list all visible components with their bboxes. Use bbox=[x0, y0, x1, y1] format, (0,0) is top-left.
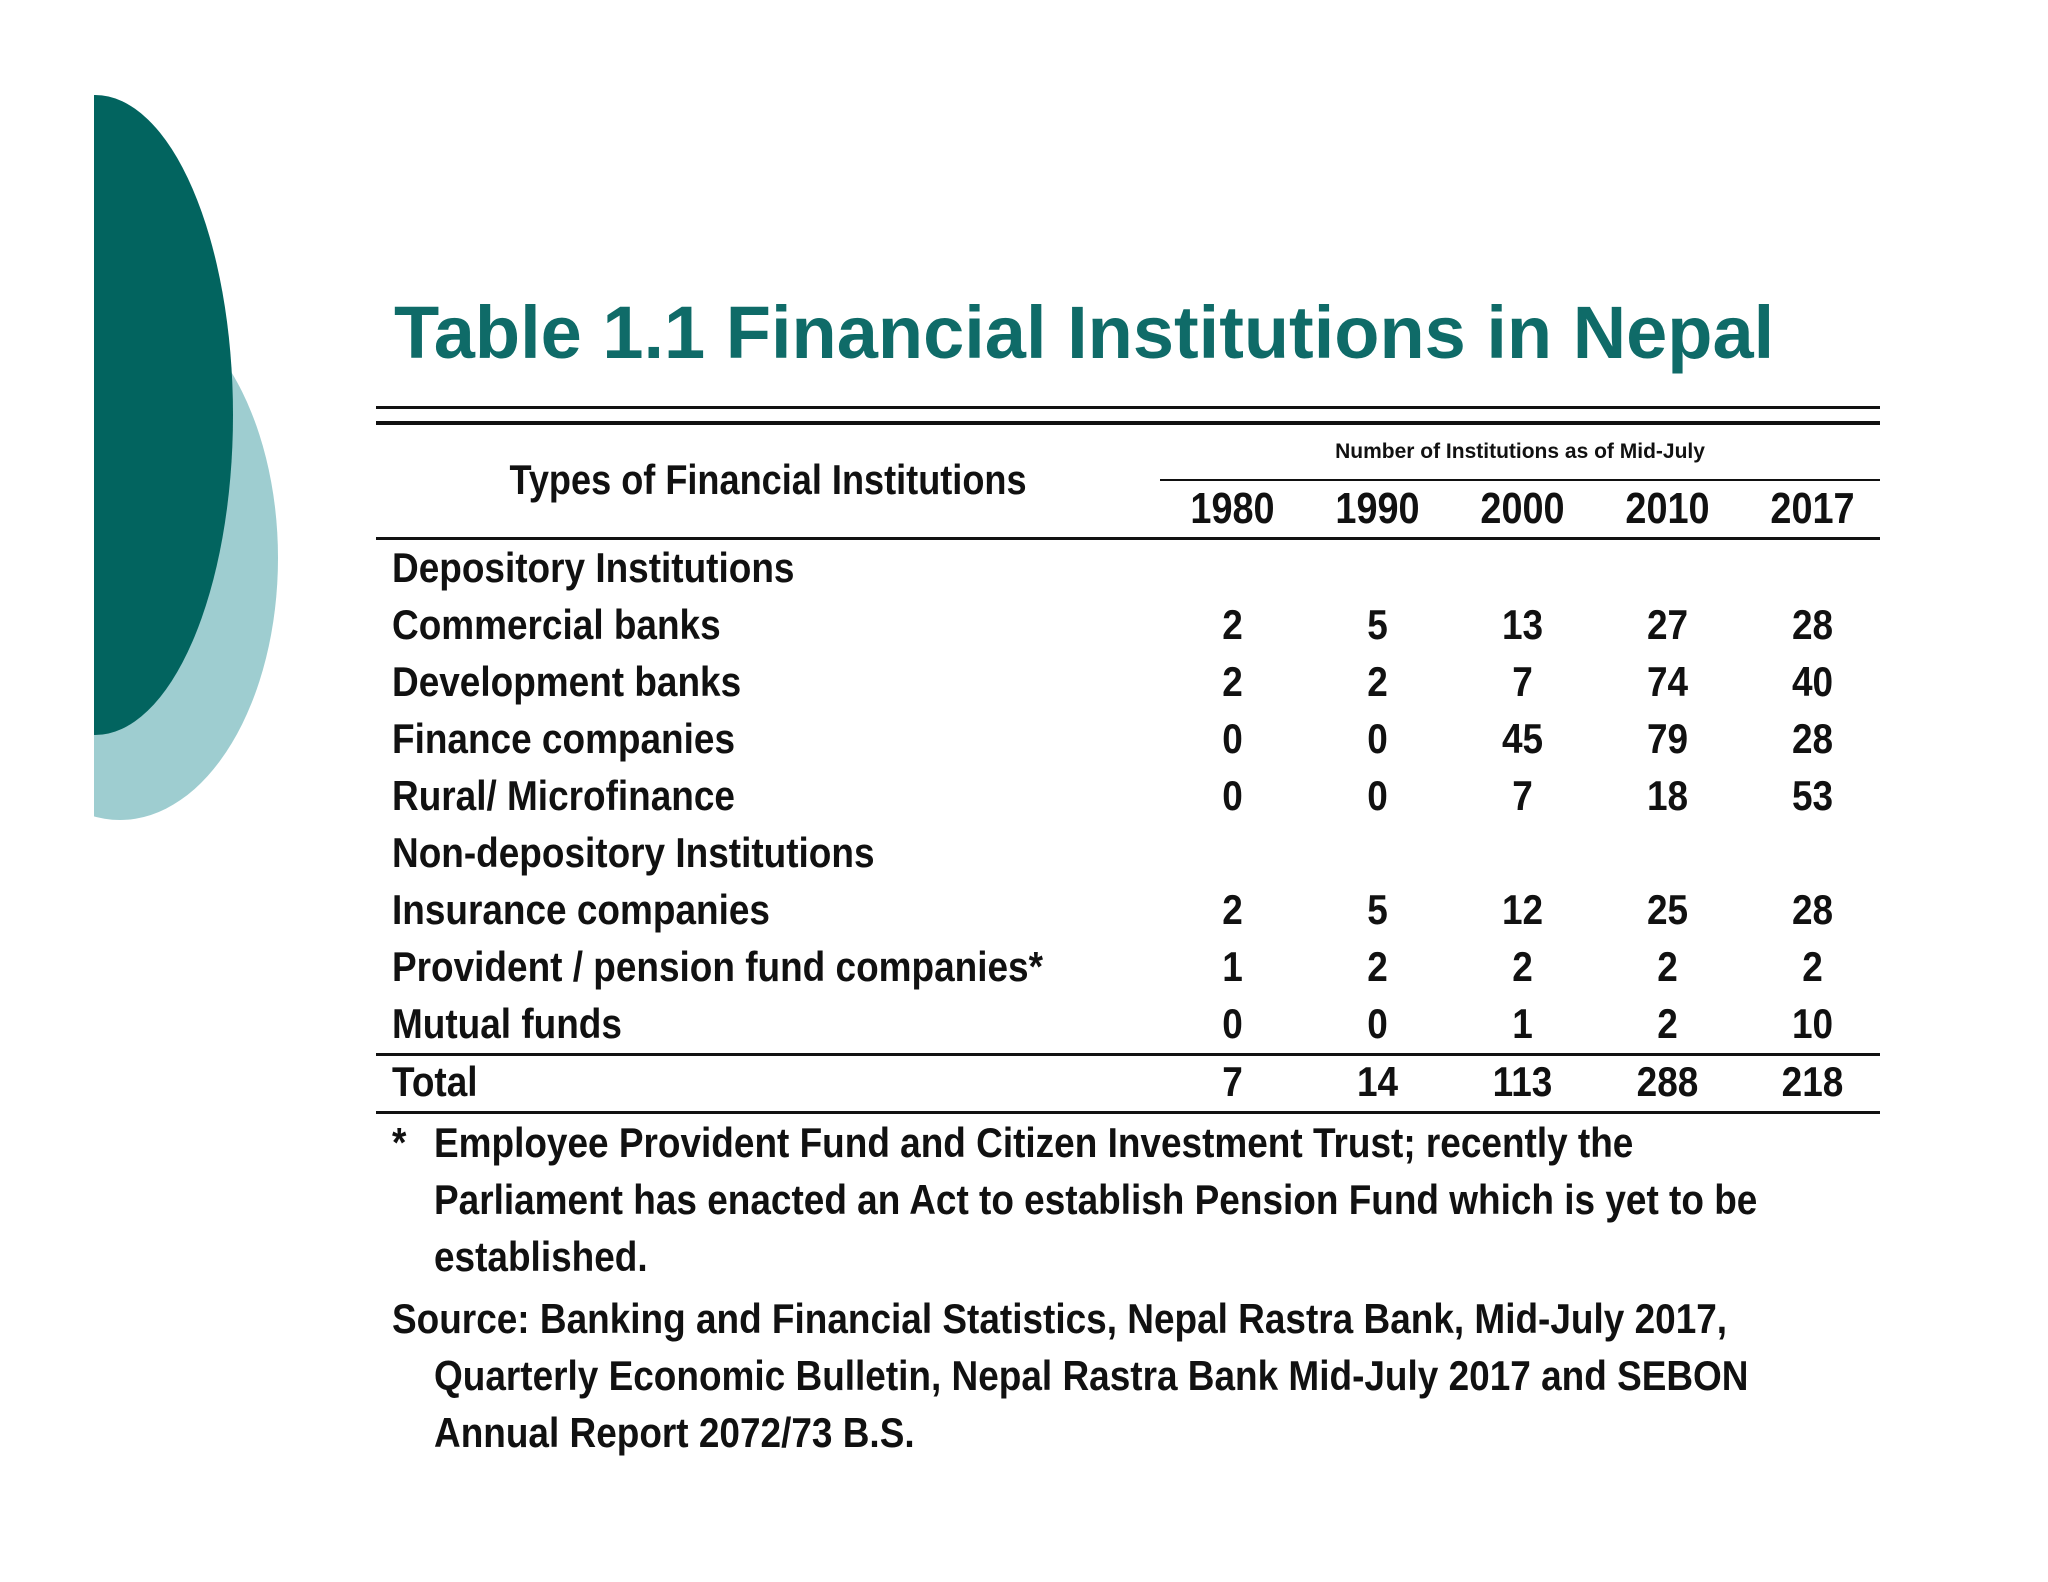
total-cell: 113 bbox=[1492, 1058, 1553, 1105]
table-cell: 28 bbox=[1791, 715, 1834, 762]
table-cell: 2 bbox=[1367, 658, 1388, 705]
table-cell: 0 bbox=[1367, 715, 1388, 762]
row-label: Provident / pension fund companies* bbox=[392, 943, 1043, 990]
header-bottom-rule bbox=[376, 537, 1880, 540]
source-line: Quarterly Economic Bulletin, Nepal Rastr… bbox=[434, 1352, 1749, 1399]
source-line: Annual Report 2072/73 B.S. bbox=[434, 1409, 915, 1456]
total-bottom-rule bbox=[376, 1111, 1880, 1114]
table-cell: 2 bbox=[1802, 943, 1823, 990]
table-top-rule-2 bbox=[376, 421, 1880, 425]
source-line: Source: Banking and Financial Statistics… bbox=[392, 1295, 1728, 1342]
total-cell: 218 bbox=[1781, 1058, 1844, 1105]
table-cell: 53 bbox=[1791, 772, 1834, 819]
table-cell: 12 bbox=[1501, 886, 1544, 933]
table-cell: 2 bbox=[1222, 658, 1243, 705]
table-cell: 2 bbox=[1657, 943, 1678, 990]
year-header: 2000 bbox=[1480, 484, 1565, 533]
table-cell: 40 bbox=[1791, 658, 1834, 705]
table-cell: 0 bbox=[1367, 1000, 1388, 1047]
table-cell: 2 bbox=[1367, 943, 1388, 990]
column-group-rule bbox=[1160, 479, 1880, 481]
table-cell: 2 bbox=[1512, 943, 1533, 990]
total-top-rule bbox=[376, 1053, 1880, 1056]
year-header: 2017 bbox=[1770, 484, 1855, 533]
table-cell: 1 bbox=[1222, 943, 1243, 990]
column-group-label: Number of Institutions as of Mid-July bbox=[1335, 440, 1705, 463]
total-cell: 7 bbox=[1222, 1058, 1243, 1105]
decor-left-mask bbox=[0, 0, 94, 900]
year-header: 1990 bbox=[1335, 484, 1420, 533]
table-cell: 7 bbox=[1512, 772, 1533, 819]
section-heading-depository: Depository Institutions bbox=[392, 544, 795, 591]
table-cell: 45 bbox=[1501, 715, 1544, 762]
table-cell: 2 bbox=[1222, 886, 1243, 933]
table-cell: 2 bbox=[1222, 601, 1243, 648]
footnote-line: Parliament has enacted an Act to establi… bbox=[434, 1176, 1758, 1223]
total-cell: 14 bbox=[1356, 1058, 1399, 1105]
footnote-line: established. bbox=[434, 1233, 648, 1280]
table-cell: 5 bbox=[1367, 886, 1388, 933]
footnote-line: Employee Provident Fund and Citizen Inve… bbox=[434, 1119, 1634, 1166]
table-cell: 0 bbox=[1222, 715, 1243, 762]
table-cell: 2 bbox=[1657, 1000, 1678, 1047]
row-label: Commercial banks bbox=[392, 601, 721, 648]
table-cell: 74 bbox=[1646, 658, 1689, 705]
table-cell: 1 bbox=[1512, 1000, 1533, 1047]
decorative-circles bbox=[0, 0, 278, 900]
table-cell: 18 bbox=[1646, 772, 1689, 819]
table-cell: 79 bbox=[1646, 715, 1689, 762]
table-cell: 10 bbox=[1791, 1000, 1834, 1047]
table-cell: 0 bbox=[1367, 772, 1388, 819]
table-cell: 13 bbox=[1501, 601, 1544, 648]
page-title: Table 1.1 Financial Institutions in Nepa… bbox=[394, 291, 1775, 374]
table-cell: 25 bbox=[1646, 886, 1689, 933]
table-top-rule-1 bbox=[376, 406, 1880, 409]
row-label: Insurance companies bbox=[392, 886, 770, 933]
table-cell: 0 bbox=[1222, 1000, 1243, 1047]
row-label: Rural/ Microfinance bbox=[392, 772, 735, 819]
table-cell: 7 bbox=[1512, 658, 1533, 705]
row-label: Mutual funds bbox=[392, 1000, 622, 1047]
year-header: 1980 bbox=[1190, 484, 1275, 533]
table-cell: 0 bbox=[1222, 772, 1243, 819]
year-header: 2010 bbox=[1625, 484, 1710, 533]
table-cell: 28 bbox=[1791, 601, 1834, 648]
row-label: Development banks bbox=[392, 658, 742, 705]
table-cell: 5 bbox=[1367, 601, 1388, 648]
total-label: Total bbox=[392, 1058, 478, 1105]
table-cell: 28 bbox=[1791, 886, 1834, 933]
row-header-label: Types of Financial Institutions bbox=[509, 456, 1027, 503]
footnote-marker: * bbox=[392, 1119, 407, 1166]
total-cell: 288 bbox=[1636, 1058, 1699, 1105]
section-heading-non-depository: Non-depository Institutions bbox=[392, 829, 875, 876]
table-cell: 27 bbox=[1646, 601, 1689, 648]
row-label: Finance companies bbox=[392, 715, 736, 762]
